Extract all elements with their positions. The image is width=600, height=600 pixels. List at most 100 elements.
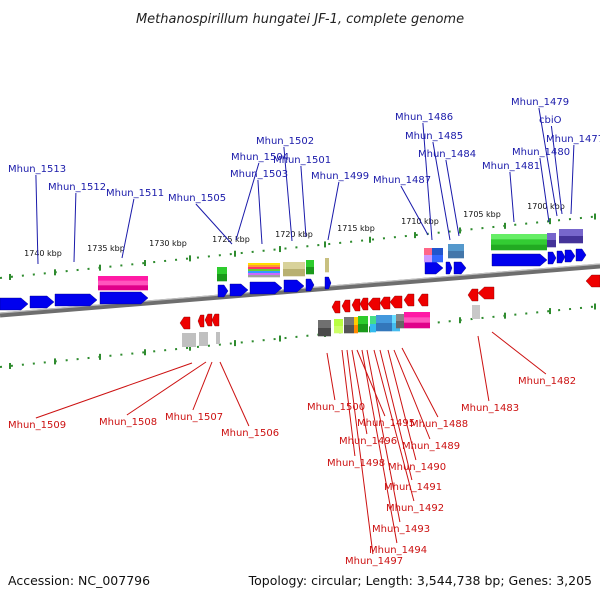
reverse-gene-arrow	[179, 316, 191, 330]
forward-gene-label[interactable]: Mhun_1487	[373, 175, 431, 186]
forward-callout-line	[422, 122, 433, 241]
forward-gene-arrow	[324, 276, 332, 290]
reverse-callout-line	[379, 349, 413, 481]
reverse-gene-arrow	[197, 314, 205, 328]
reverse-gene-label[interactable]: Mhun_1491	[384, 482, 442, 493]
ruler-tick-label: 1740 kbp	[24, 249, 62, 258]
reverse-gene-label[interactable]: Mhun_1508	[99, 417, 157, 428]
reverse-gene-label[interactable]: Mhun_1488	[410, 419, 468, 430]
reverse-gene-feature	[396, 321, 404, 329]
reverse-gene-label[interactable]: Mhun_1500	[307, 402, 365, 413]
reverse-gene-feature	[396, 314, 404, 322]
accession-text: Accession: NC_007796	[8, 573, 150, 588]
reverse-gene-label[interactable]: Mhun_1492	[386, 503, 444, 514]
reverse-gene-label[interactable]: Mhun_1494	[369, 545, 427, 556]
reverse-gene-label[interactable]: Mhun_1489	[402, 441, 460, 452]
reverse-callout-line	[219, 361, 250, 427]
reverse-gene-feature	[199, 332, 208, 346]
forward-gene-label[interactable]: Mhun_1480	[512, 147, 570, 158]
reverse-gene-label[interactable]: Mhun_1493	[372, 524, 430, 535]
forward-callout-line	[235, 162, 260, 241]
reverse-gene-label[interactable]: Mhun_1483	[461, 403, 519, 414]
forward-ruler	[0, 213, 600, 280]
forward-gene-feature	[306, 267, 314, 275]
ruler-tick-label: 1730 kbp	[149, 239, 187, 248]
forward-gene-label[interactable]: Mhun_1502	[256, 136, 314, 147]
forward-callout-line	[257, 179, 263, 245]
reverse-gene-label[interactable]: Mhun_1482	[518, 376, 576, 387]
forward-gene-arrow	[249, 281, 283, 295]
forward-gene-label[interactable]: Mhun_1513	[8, 164, 66, 175]
forward-gene-arrow	[0, 297, 29, 311]
forward-gene-label[interactable]: Mhun_1505	[168, 193, 226, 204]
forward-gene-arrow	[424, 261, 444, 275]
reverse-gene-label[interactable]: Mhun_1498	[327, 458, 385, 469]
forward-gene-label[interactable]: Mhun_1486	[395, 112, 453, 123]
reverse-callout-line	[351, 349, 368, 435]
forward-gene-feature	[491, 234, 547, 240]
forward-gene-label[interactable]: Mhun_1479	[511, 97, 569, 108]
forward-gene-label[interactable]: Mhun_1484	[418, 149, 476, 160]
reverse-gene-arrow	[403, 293, 415, 307]
forward-gene-label[interactable]: Mhun_1512	[48, 182, 106, 193]
reverse-gene-arrow	[467, 288, 479, 302]
forward-gene-feature	[283, 269, 305, 277]
forward-gene-label[interactable]: Mhun_1477	[546, 134, 600, 145]
forward-gene-feature	[448, 244, 464, 252]
reverse-gene-label[interactable]: Mhun_1509	[8, 420, 66, 431]
forward-gene-feature	[248, 271, 280, 274]
forward-gene-label[interactable]: Mhun_1499	[311, 171, 369, 182]
forward-gene-label[interactable]: Mhun_1511	[106, 188, 164, 199]
forward-gene-label[interactable]: Mhun_1504	[231, 152, 289, 163]
forward-gene-feature	[432, 248, 443, 256]
forward-gene-feature	[432, 255, 443, 263]
reverse-gene-feature	[318, 328, 331, 337]
forward-gene-label[interactable]: Mhun_1481	[482, 161, 540, 172]
reverse-gene-arrow	[204, 313, 213, 327]
reverse-gene-arrow	[359, 297, 369, 311]
reverse-gene-label[interactable]: Mhun_1490	[388, 462, 446, 473]
reverse-gene-label[interactable]: Mhun_1506	[221, 428, 279, 439]
reverse-callout-line	[366, 349, 401, 523]
forward-gene-arrow	[229, 283, 249, 297]
forward-gene-feature	[248, 265, 280, 268]
reverse-gene-feature	[216, 332, 220, 344]
reverse-gene-label[interactable]: Mhun_1496	[339, 436, 397, 447]
reverse-gene-label[interactable]: Mhun_1497	[345, 556, 403, 567]
forward-gene-feature	[448, 251, 464, 259]
forward-gene-feature	[283, 262, 305, 270]
ruler-tick-label: 1735 kbp	[87, 244, 125, 253]
ruler-tick-label: 1705 kbp	[463, 210, 501, 219]
forward-gene-feature	[424, 255, 432, 263]
forward-gene-arrow	[547, 251, 557, 265]
forward-callout-line	[432, 141, 451, 241]
reverse-gene-arrow	[585, 274, 600, 288]
reverse-gene-arrow	[379, 296, 391, 310]
reverse-callout-line	[477, 335, 490, 402]
forward-gene-feature	[217, 267, 227, 275]
reverse-gene-arrow	[477, 286, 495, 300]
forward-gene-feature	[424, 248, 432, 256]
reverse-gene-label[interactable]: Mhun_1507	[165, 412, 223, 423]
forward-callout-line	[509, 171, 515, 223]
reverse-gene-feature	[344, 325, 354, 334]
reverse-callout-line	[35, 362, 193, 419]
forward-callout-line	[400, 185, 429, 236]
reverse-callout-line	[491, 331, 547, 375]
ruler-tick-label: 1720 kbp	[275, 230, 313, 239]
reverse-callout-line	[346, 349, 374, 555]
forward-gene-feature	[248, 267, 280, 270]
reverse-gene-feature	[404, 317, 430, 323]
reverse-callout-line	[361, 349, 398, 544]
forward-gene-label[interactable]: Mhun_1503	[230, 169, 288, 180]
forward-gene-label[interactable]: cbiO	[539, 115, 562, 126]
forward-callout-line	[73, 192, 77, 263]
forward-callout-line	[539, 157, 550, 223]
forward-gene-label[interactable]: Mhun_1501	[273, 155, 331, 166]
forward-gene-arrow	[445, 261, 453, 275]
forward-gene-label[interactable]: Mhun_1485	[405, 131, 463, 142]
forward-callout-line	[445, 159, 460, 237]
forward-gene-arrow	[575, 248, 587, 262]
reverse-gene-label[interactable]: Mhun_1495	[357, 418, 415, 429]
